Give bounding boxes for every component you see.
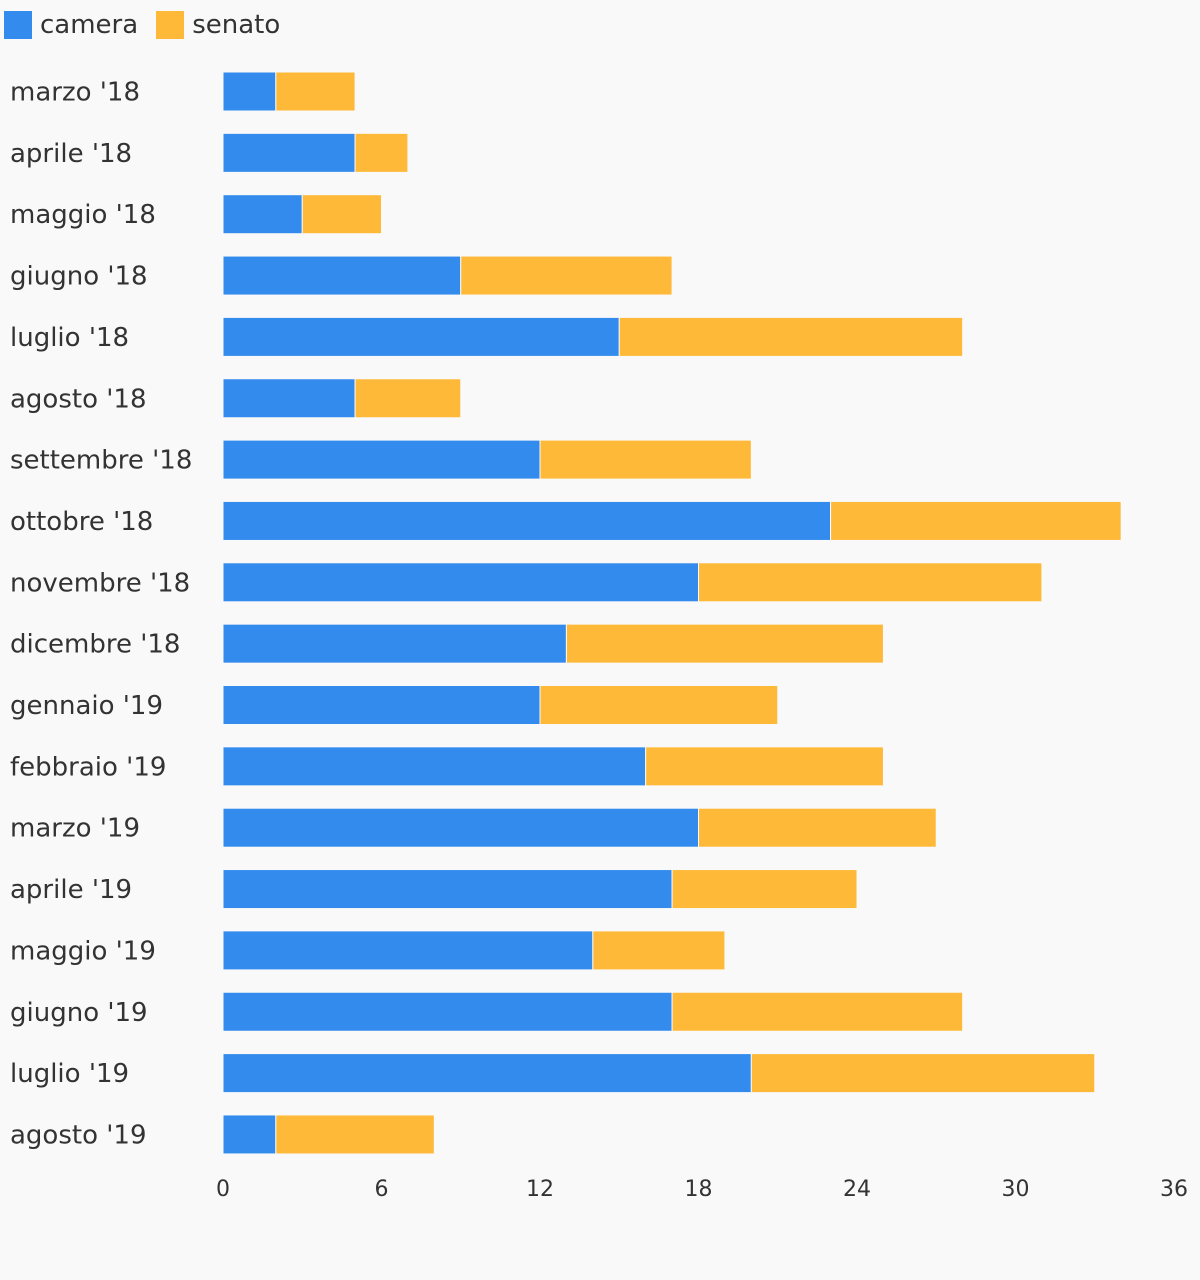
legend-swatch-camera [4, 11, 32, 39]
category-label: novembre '18 [10, 568, 190, 598]
bar-camera [222, 194, 303, 235]
bar-camera [222, 623, 567, 664]
bar-camera [222, 378, 356, 419]
bar-camera [222, 132, 356, 173]
category-label: maggio '19 [10, 936, 156, 966]
bar-camera [222, 500, 832, 541]
bar-senato [592, 930, 726, 971]
category-label: maggio '18 [10, 200, 156, 230]
category-label: giugno '18 [10, 262, 148, 292]
bar-senato [671, 869, 858, 910]
bar-senato [460, 255, 673, 296]
bar-camera [222, 746, 647, 787]
x-tick-label: 6 [375, 1177, 389, 1202]
bar-camera [222, 685, 541, 725]
bar-senato [565, 623, 884, 664]
legend-item-camera: camera [4, 8, 138, 42]
category-label: settembre '18 [10, 446, 192, 476]
category-label: marzo '18 [10, 78, 140, 108]
bar-senato [618, 316, 964, 357]
bar-camera [222, 1053, 752, 1094]
bar-senato [539, 685, 779, 725]
x-tick-label: 24 [843, 1177, 871, 1202]
category-label: aprile '18 [10, 139, 132, 169]
category-label: luglio '19 [10, 1059, 129, 1089]
category-label: ottobre '18 [10, 507, 153, 537]
bar-camera [222, 316, 620, 357]
legend: camera senato [4, 8, 298, 42]
category-label: marzo '19 [10, 814, 140, 844]
bar-camera [222, 930, 594, 971]
bar-senato [830, 500, 1122, 541]
bar-senato [698, 562, 1043, 603]
bar-camera [222, 1114, 277, 1155]
x-tick-label: 36 [1160, 1177, 1188, 1202]
bar-senato [354, 378, 462, 419]
category-label: agosto '18 [10, 384, 147, 414]
legend-swatch-senato [156, 11, 185, 39]
category-label: dicembre '18 [10, 630, 180, 660]
category-label: aprile '19 [10, 875, 132, 905]
category-label: febbraio '19 [10, 752, 166, 782]
bar-camera [222, 439, 541, 480]
bar-senato [750, 1053, 1096, 1094]
category-label: gennaio '19 [10, 691, 163, 721]
bar-senato [671, 991, 964, 1032]
legend-item-senato: senato [156, 8, 280, 42]
bar-camera [222, 71, 277, 112]
x-tick-label: 0 [216, 1177, 230, 1202]
bar-camera [222, 991, 673, 1032]
x-tick-label: 18 [685, 1177, 713, 1202]
x-tick-label: 30 [1002, 1177, 1030, 1202]
category-label: giugno '19 [10, 998, 148, 1028]
bar-senato [698, 807, 937, 848]
bar-camera [222, 255, 462, 296]
category-label: luglio '18 [10, 323, 129, 353]
bar-senato [275, 1114, 435, 1155]
x-tick-label: 12 [526, 1177, 554, 1202]
bar-senato [275, 71, 356, 112]
bar-camera [222, 807, 699, 848]
bar-senato [539, 439, 752, 480]
bar-senato [645, 746, 884, 787]
category-label: agosto '19 [10, 1120, 147, 1150]
bar-senato [301, 194, 382, 235]
bar-senato [354, 132, 409, 173]
bar-camera [222, 869, 673, 910]
legend-label-camera: camera [40, 10, 139, 40]
legend-label-senato: senato [192, 10, 281, 40]
bar-camera [222, 562, 699, 603]
